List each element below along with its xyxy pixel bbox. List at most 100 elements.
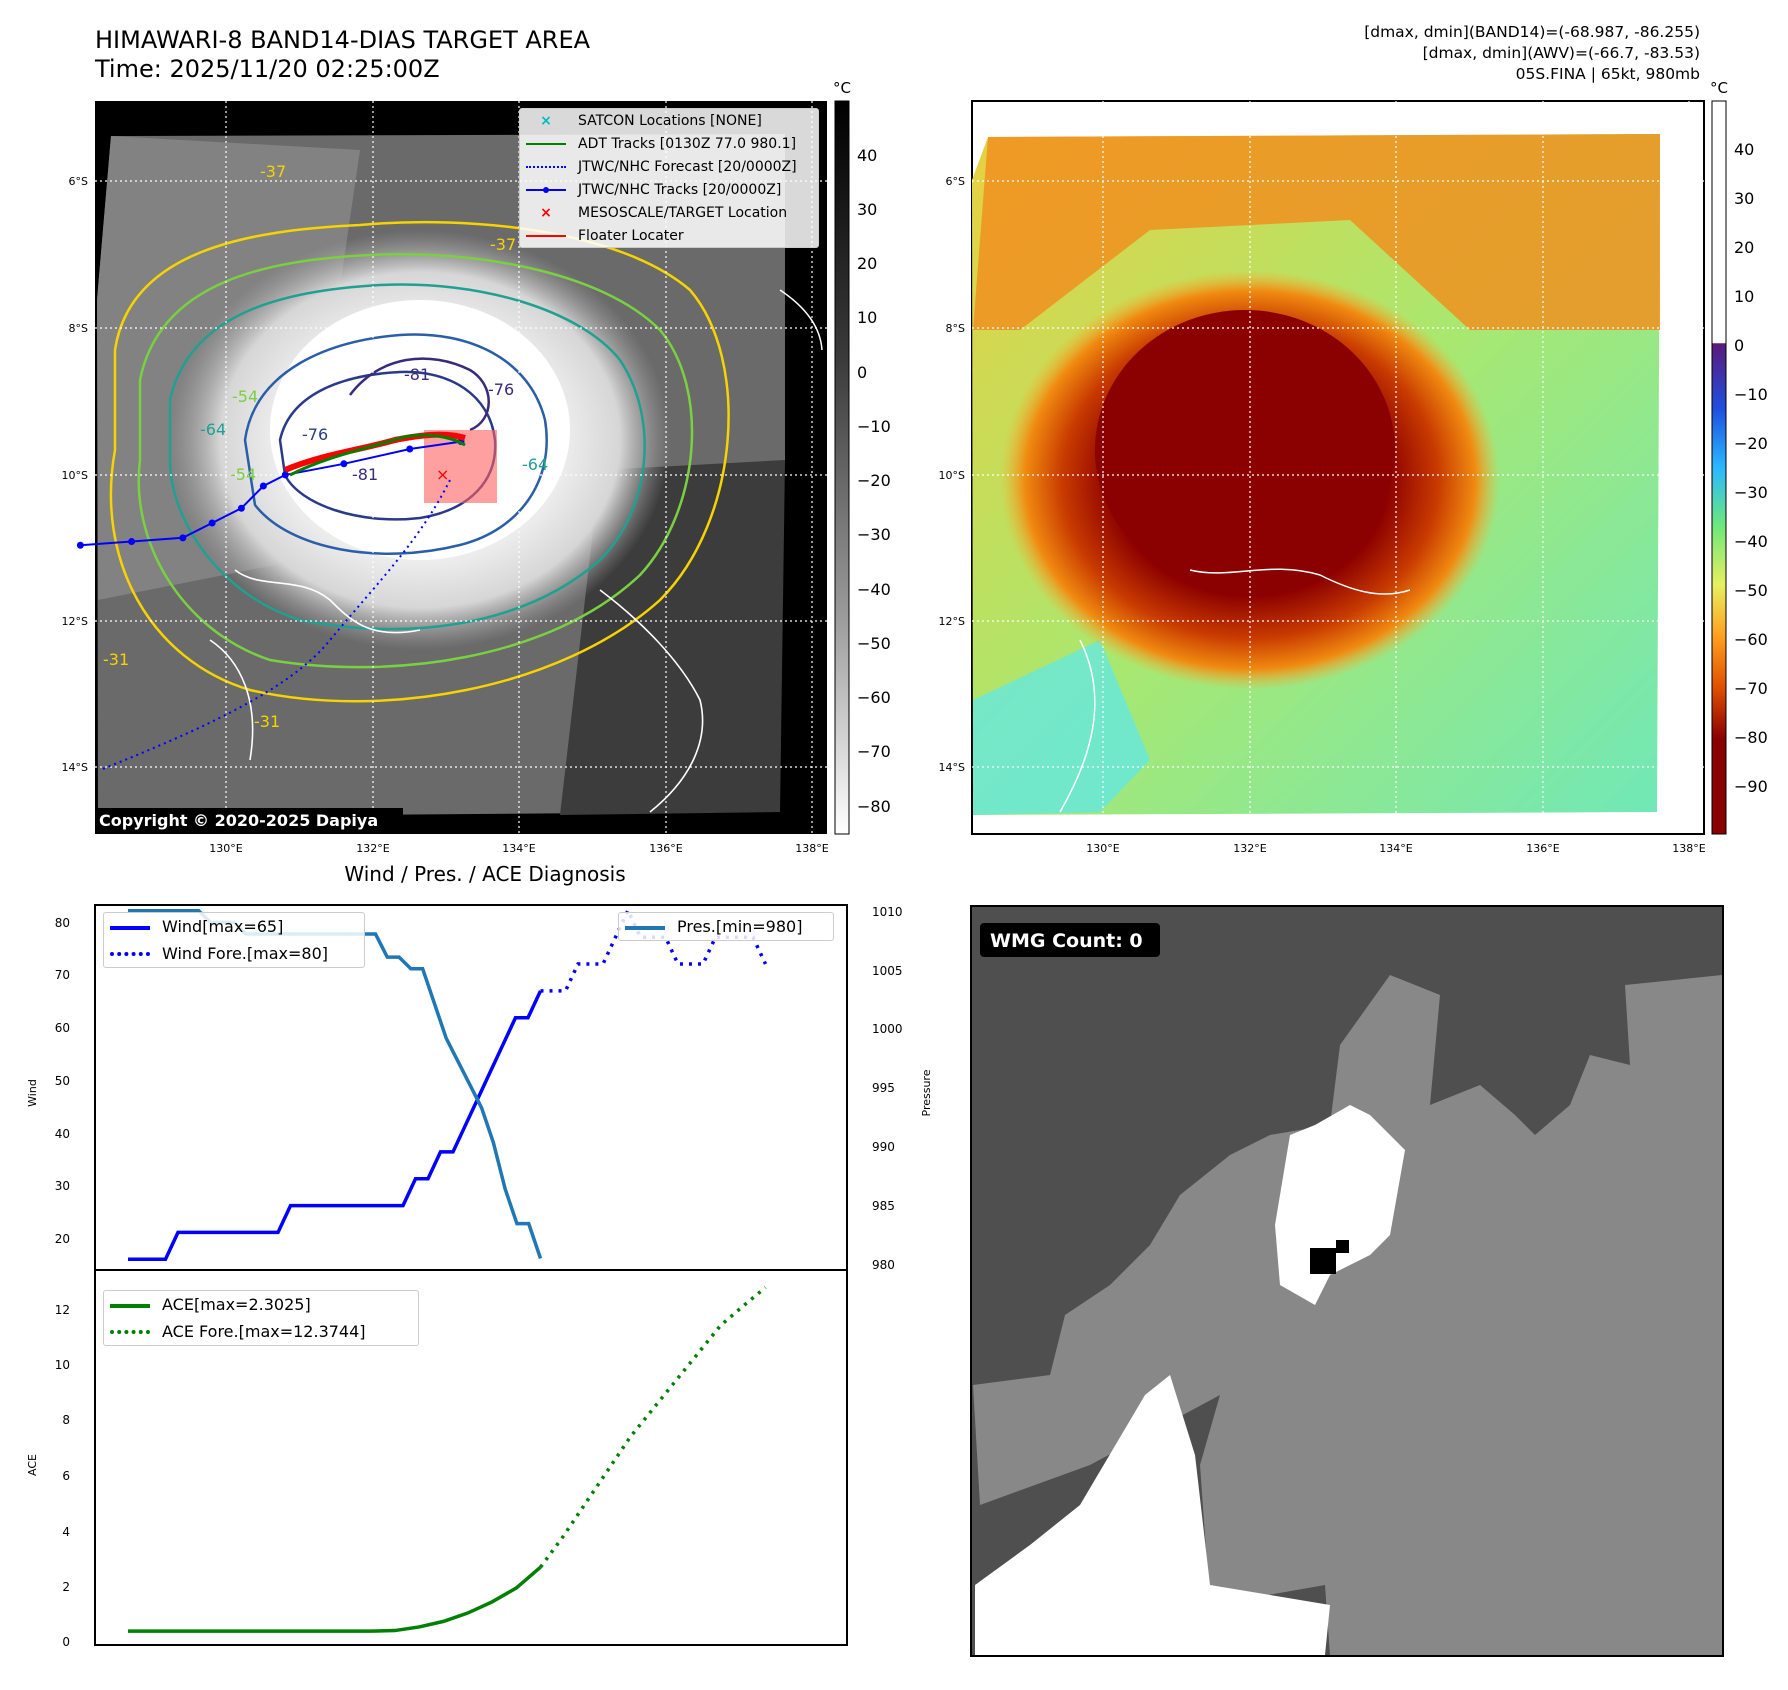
- jtwc-track-point: [406, 445, 414, 453]
- cb-tick: −30: [857, 525, 891, 544]
- cb-tick: −10: [1734, 385, 1768, 404]
- line-swatch-icon: [625, 921, 665, 933]
- ace-tick: 10: [55, 1358, 70, 1372]
- cb-tick: −70: [1734, 679, 1768, 698]
- ace-tick: 8: [62, 1413, 70, 1427]
- contour-label: -37: [260, 162, 286, 181]
- contour-label: -76: [488, 380, 514, 399]
- meta-awv: [dmax, dmin](AWV)=(-66.7, -83.53): [1422, 44, 1700, 62]
- cb-tick: 10: [1734, 287, 1755, 306]
- wmg-white-region-left: [975, 1375, 1330, 1655]
- jtwc-track-point: [237, 504, 245, 512]
- lon-label: 138°E: [1672, 842, 1705, 855]
- line-swatch-icon: [526, 230, 566, 242]
- cb-tick: −40: [1734, 532, 1768, 551]
- contour-label: -81: [404, 365, 430, 384]
- pressure-tick: 1005: [872, 964, 903, 978]
- cb-tick: −80: [857, 797, 891, 816]
- legend-item: JTWC/NHC Forecast [20/0000Z]: [520, 155, 818, 178]
- cb-tick: −70: [857, 742, 891, 761]
- lon-label: 132°E: [356, 842, 389, 855]
- color-colorbar: [1711, 100, 1727, 835]
- wmg-white-region-center: [1275, 1105, 1405, 1305]
- ace-tick: 0: [62, 1635, 70, 1649]
- cb-tick: 0: [1734, 336, 1745, 355]
- wmg-panel: WMG Count: 0: [970, 905, 1724, 1657]
- wmg-black-pixel: [1310, 1248, 1336, 1274]
- ace-tick: 2: [62, 1580, 70, 1594]
- contour-label: -81: [352, 465, 378, 484]
- meta-storm: 05S.FINA | 65kt, 980mb: [1515, 65, 1700, 83]
- lon-label: 134°E: [502, 842, 535, 855]
- legend-item: × SATCON Locations [NONE]: [520, 109, 818, 132]
- wmg-gray-region: [973, 975, 1722, 1655]
- lat-label: 10°S: [939, 469, 965, 482]
- contour-label: -64: [200, 420, 226, 439]
- contour-label: -64: [522, 455, 548, 474]
- lon-label: 130°E: [1086, 842, 1119, 855]
- ace-tick: 12: [55, 1303, 70, 1317]
- wind-ylabel: Wind: [26, 1079, 39, 1107]
- chart-time: Time: 2025/11/20 02:25:00Z: [95, 55, 440, 83]
- chart-title: HIMAWARI-8 BAND14-DIAS TARGET AREA: [95, 26, 591, 54]
- cb-tick: 10: [857, 308, 878, 327]
- cb-tick: 40: [857, 146, 878, 165]
- contour-label: -37: [490, 235, 516, 254]
- lat-label: 12°S: [939, 615, 965, 628]
- x-marker-icon: ×: [540, 112, 552, 129]
- cb-tick: −60: [1734, 630, 1768, 649]
- pressure-tick: 995: [872, 1081, 895, 1095]
- cb-tick: −50: [857, 634, 891, 653]
- dotted-swatch-icon: [526, 161, 566, 173]
- cb-tick: −20: [1734, 434, 1768, 453]
- lon-label: 130°E: [209, 842, 242, 855]
- line-swatch-icon: [110, 1299, 150, 1311]
- dotted-swatch-icon: [110, 1326, 150, 1338]
- colorbar-unit: °C: [833, 79, 851, 97]
- ace-line: [128, 1565, 542, 1633]
- map-legend: × SATCON Locations [NONE] ADT Tracks [01…: [519, 108, 819, 248]
- lat-label: 6°S: [946, 175, 965, 188]
- map-gridlines: [95, 101, 827, 834]
- wmg-badge-bg: [980, 923, 1160, 957]
- jtwc-track-point: [340, 460, 348, 468]
- legend-item: Wind[max=65]: [104, 913, 364, 940]
- temperature-contours: [109, 220, 823, 703]
- jtwc-track-point: [179, 534, 187, 542]
- line-swatch-icon: [110, 921, 150, 933]
- ace-legend: ACE[max=2.3025] ACE Fore.[max=12.3744]: [103, 1290, 419, 1346]
- dotted-swatch-icon: [110, 948, 150, 960]
- wind-tick: 20: [55, 1232, 70, 1246]
- wmg-count-badge: WMG Count: 0: [990, 930, 1143, 952]
- ace-ylabel: ACE: [26, 1454, 39, 1476]
- x-marker-icon: ×: [540, 204, 552, 221]
- lat-label: 8°S: [69, 322, 88, 335]
- lon-label: 132°E: [1233, 842, 1266, 855]
- cb-tick: 40: [1734, 140, 1755, 159]
- cb-tick: 20: [857, 254, 878, 273]
- pressure-tick: 980: [872, 1258, 895, 1272]
- lat-label: 14°S: [939, 761, 965, 774]
- meta-band14: [dmax, dmin](BAND14)=(-68.987, -86.255): [1364, 23, 1700, 41]
- ace-plot: [128, 1286, 767, 1633]
- coastline: [209, 569, 704, 813]
- lon-label: 136°E: [649, 842, 682, 855]
- adt-track: [289, 433, 466, 477]
- cb-tick: 30: [857, 200, 878, 219]
- lon-label: 134°E: [1379, 842, 1412, 855]
- cb-tick: −50: [1734, 581, 1768, 600]
- lon-label: 136°E: [1526, 842, 1559, 855]
- wind-tick: 30: [55, 1179, 70, 1193]
- cb-tick: −30: [1734, 483, 1768, 502]
- contour-label: -31: [254, 712, 280, 731]
- gray-colorbar: [834, 100, 850, 835]
- contour-label: -31: [103, 650, 129, 669]
- wind-tick: 70: [55, 968, 70, 982]
- cb-tick: 20: [1734, 238, 1755, 257]
- pressure-tick: 990: [872, 1140, 895, 1154]
- cb-tick: 0: [857, 363, 868, 382]
- jtwc-track-point: [208, 519, 216, 527]
- legend-item: ACE[max=2.3025]: [104, 1291, 418, 1318]
- legend-item: JTWC/NHC Tracks [20/0000Z]: [520, 178, 818, 201]
- pressure-ylabel: Pressure: [920, 1069, 933, 1116]
